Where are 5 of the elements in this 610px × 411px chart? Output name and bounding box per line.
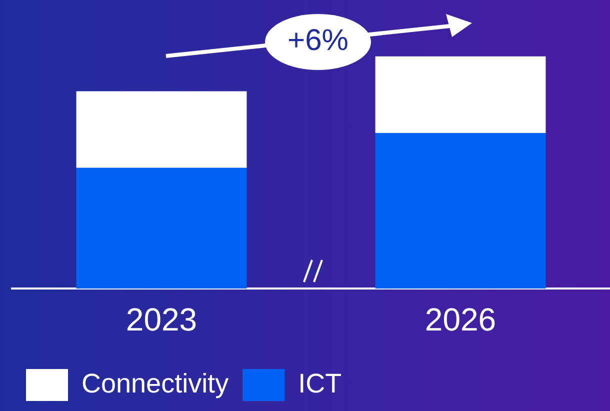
- legend-label: ICT: [298, 368, 342, 398]
- x-tick-label: 2023: [126, 302, 198, 338]
- legend-label: Connectivity: [82, 368, 230, 398]
- x-tick-label: 2026: [424, 302, 496, 338]
- annotation: +6%: [286, 23, 350, 59]
